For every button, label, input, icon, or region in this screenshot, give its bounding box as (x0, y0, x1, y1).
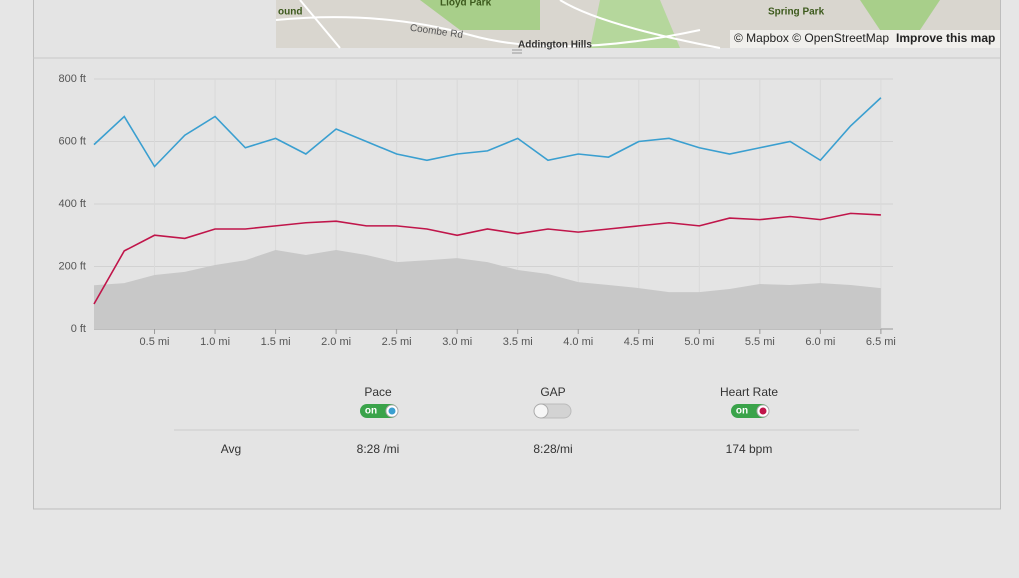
park (860, 0, 940, 30)
attribution: © Mapbox © OpenStreetMap (734, 31, 889, 45)
series-line (93, 97, 882, 168)
y-tick-label: 200 ft (58, 260, 86, 272)
x-tick-label: 4.5 mi (624, 336, 654, 348)
avg-label: Avg (221, 442, 241, 456)
park (420, 0, 540, 30)
avg-value: 8:28 /mi (357, 442, 400, 456)
x-tick-label: 1.5 mi (261, 336, 291, 348)
resize-handle[interactable] (512, 49, 522, 54)
toggle-label: Heart Rate (720, 385, 778, 399)
toggle-label: Pace (364, 385, 392, 399)
y-tick-label: 600 ft (58, 135, 86, 147)
attribution-bg (730, 30, 1000, 48)
park (590, 0, 680, 48)
y-tick-label: 400 ft (58, 198, 86, 210)
map: ound Lloyd Park Coombe Rd Addington Hill… (275, 0, 1000, 51)
toggle-knob[interactable] (533, 403, 549, 419)
map-label: Spring Park (768, 7, 825, 18)
x-tick-label: 3.5 mi (503, 336, 533, 348)
x-tick-label: 1.0 mi (200, 336, 230, 348)
x-tick-label: 6.0 mi (805, 336, 835, 348)
toggle-state: on (365, 406, 377, 417)
chart: 0 ft 200 ft 400 ft 600 ft 800 ft 0.5 mi 1.0 mi… (58, 73, 895, 348)
map-label: ound (278, 7, 302, 18)
x-tick-label: 5.0 mi (684, 336, 714, 348)
x-tick-label: 4.0 mi (563, 336, 593, 348)
x-tick-label: 2.5 mi (382, 336, 412, 348)
series-line (93, 212, 881, 305)
elevation-area (94, 249, 881, 329)
y-tick-label: 0 ft (71, 323, 86, 335)
panel (33, 0, 1001, 510)
map-label: Addington Hills (518, 40, 592, 51)
map-label: Lloyd Park (440, 0, 492, 9)
avg-value: 8:28/mi (533, 442, 572, 456)
toggle-state: on (736, 406, 748, 417)
x-tick-label: 3.0 mi (442, 336, 472, 348)
avg-value: 174 bpm (726, 442, 773, 456)
toggle-dot (759, 407, 767, 415)
x-tick-label: 0.5 mi (140, 336, 170, 348)
toggle-label: GAP (540, 385, 565, 399)
toggle-dot (388, 407, 396, 415)
y-tick-label: 800 ft (58, 73, 86, 85)
x-tick-label: 2.0 mi (321, 336, 351, 348)
improve-map-link[interactable]: Improve this map (896, 31, 995, 45)
x-tick-label: 5.5 mi (745, 336, 775, 348)
x-tick-label: 6.5 mi (866, 336, 896, 348)
road (275, 0, 721, 49)
